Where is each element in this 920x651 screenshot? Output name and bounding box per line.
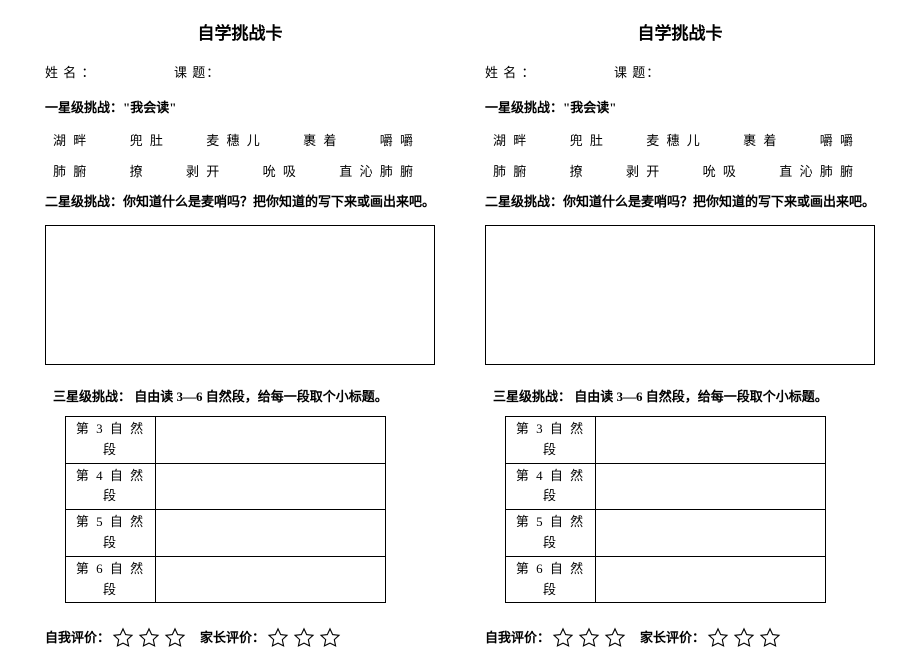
rating-row: 自我评价： 家长评价： [485, 627, 875, 649]
word: 湖 畔 [493, 131, 528, 152]
word: 湖 畔 [53, 131, 88, 152]
topic-label: 课 题： [174, 65, 220, 80]
section-blank[interactable] [156, 463, 386, 510]
name-topic-row: 姓 名 ： 课 题： [45, 63, 435, 84]
star-icon [552, 627, 574, 649]
challenge-1-heading: 一星级挑战："我会读" [45, 98, 435, 119]
word: 剥 开 [186, 162, 221, 183]
name-label: 姓 名 ： [485, 65, 536, 80]
section-blank[interactable] [156, 416, 386, 463]
challenge-3-heading: 三星级挑战： 自由读 3—6 自然段，给每一段取个小标题。 [485, 387, 875, 408]
words-row-1: 湖 畔 兜 肚 麦 穗 儿 裹 着 嚼 嚼 [485, 131, 875, 152]
card-title: 自学挑战卡 [485, 20, 875, 47]
word: 裹 着 [303, 131, 338, 152]
section-label: 第 5 自 然 段 [66, 510, 156, 557]
words-row-1: 湖 畔 兜 肚 麦 穗 儿 裹 着 嚼 嚼 [45, 131, 435, 152]
words-row-2: 肺 腑 撩 剥 开 吮 吸 直 沁 肺 腑 [45, 162, 435, 183]
word: 兜 肚 [130, 131, 165, 152]
section-label: 第 4 自 然 段 [66, 463, 156, 510]
section-label: 第 5 自 然 段 [506, 510, 596, 557]
section-label: 第 3 自 然 段 [506, 416, 596, 463]
table-row: 第 3 自 然 段 [66, 416, 386, 463]
section-blank[interactable] [596, 510, 826, 557]
word: 嚼 嚼 [380, 131, 415, 152]
section-label: 第 6 自 然 段 [66, 556, 156, 603]
words-row-2: 肺 腑 撩 剥 开 吮 吸 直 沁 肺 腑 [485, 162, 875, 183]
table-row: 第 4 自 然 段 [66, 463, 386, 510]
card-title: 自学挑战卡 [45, 20, 435, 47]
topic-label: 课 题： [614, 65, 660, 80]
parent-rating-label: 家长评价： [640, 628, 705, 649]
word: 麦 穗 儿 [206, 131, 262, 152]
parent-rating-stars[interactable] [267, 627, 341, 649]
parent-rating-stars[interactable] [707, 627, 781, 649]
star-icon [578, 627, 600, 649]
word: 麦 穗 儿 [646, 131, 702, 152]
sections-table: 第 3 自 然 段 第 4 自 然 段 第 5 自 然 段 第 6 自 然 段 [65, 416, 386, 603]
star-icon [112, 627, 134, 649]
answer-box[interactable] [45, 225, 435, 365]
challenge-2-heading: 二星级挑战：你知道什么是麦哨吗？把你知道的写下来或画出来吧。 [45, 192, 435, 213]
star-icon [267, 627, 289, 649]
word: 撩 [570, 162, 585, 183]
section-label: 第 4 自 然 段 [506, 463, 596, 510]
section-label: 第 3 自 然 段 [66, 416, 156, 463]
challenge-2-heading: 二星级挑战：你知道什么是麦哨吗？把你知道的写下来或画出来吧。 [485, 192, 875, 213]
word: 剥 开 [626, 162, 661, 183]
section-blank[interactable] [596, 556, 826, 603]
word: 肺 腑 [53, 162, 88, 183]
section-blank[interactable] [596, 416, 826, 463]
word: 肺 腑 [493, 162, 528, 183]
table-row: 第 5 自 然 段 [66, 510, 386, 557]
self-rating-label: 自我评价： [485, 628, 550, 649]
self-rating-stars[interactable] [112, 627, 186, 649]
challenge-1-heading: 一星级挑战："我会读" [485, 98, 875, 119]
word: 直 沁 肺 腑 [779, 162, 855, 183]
star-icon [707, 627, 729, 649]
star-icon [733, 627, 755, 649]
card-right: 自学挑战卡 姓 名 ： 课 题： 一星级挑战："我会读" 湖 畔 兜 肚 麦 穗… [460, 20, 900, 631]
star-icon [293, 627, 315, 649]
answer-box[interactable] [485, 225, 875, 365]
word: 嚼 嚼 [820, 131, 855, 152]
section-blank[interactable] [156, 510, 386, 557]
word: 吮 吸 [703, 162, 738, 183]
table-row: 第 6 自 然 段 [66, 556, 386, 603]
sections-table: 第 3 自 然 段 第 4 自 然 段 第 5 自 然 段 第 6 自 然 段 [505, 416, 826, 603]
word: 裹 着 [743, 131, 778, 152]
table-row: 第 3 自 然 段 [506, 416, 826, 463]
star-icon [138, 627, 160, 649]
table-row: 第 4 自 然 段 [506, 463, 826, 510]
table-row: 第 5 自 然 段 [506, 510, 826, 557]
name-label: 姓 名 ： [45, 65, 96, 80]
challenge-3-heading: 三星级挑战： 自由读 3—6 自然段，给每一段取个小标题。 [45, 387, 435, 408]
section-blank[interactable] [156, 556, 386, 603]
star-icon [319, 627, 341, 649]
self-rating-label: 自我评价： [45, 628, 110, 649]
section-blank[interactable] [596, 463, 826, 510]
rating-row: 自我评价： 家长评价： [45, 627, 435, 649]
word: 兜 肚 [570, 131, 605, 152]
parent-rating-label: 家长评价： [200, 628, 265, 649]
section-label: 第 6 自 然 段 [506, 556, 596, 603]
star-icon [759, 627, 781, 649]
word: 撩 [130, 162, 145, 183]
star-icon [164, 627, 186, 649]
name-topic-row: 姓 名 ： 课 题： [485, 63, 875, 84]
self-rating-stars[interactable] [552, 627, 626, 649]
star-icon [604, 627, 626, 649]
word: 直 沁 肺 腑 [339, 162, 415, 183]
word: 吮 吸 [263, 162, 298, 183]
card-left: 自学挑战卡 姓 名 ： 课 题： 一星级挑战："我会读" 湖 畔 兜 肚 麦 穗… [20, 20, 460, 631]
table-row: 第 6 自 然 段 [506, 556, 826, 603]
